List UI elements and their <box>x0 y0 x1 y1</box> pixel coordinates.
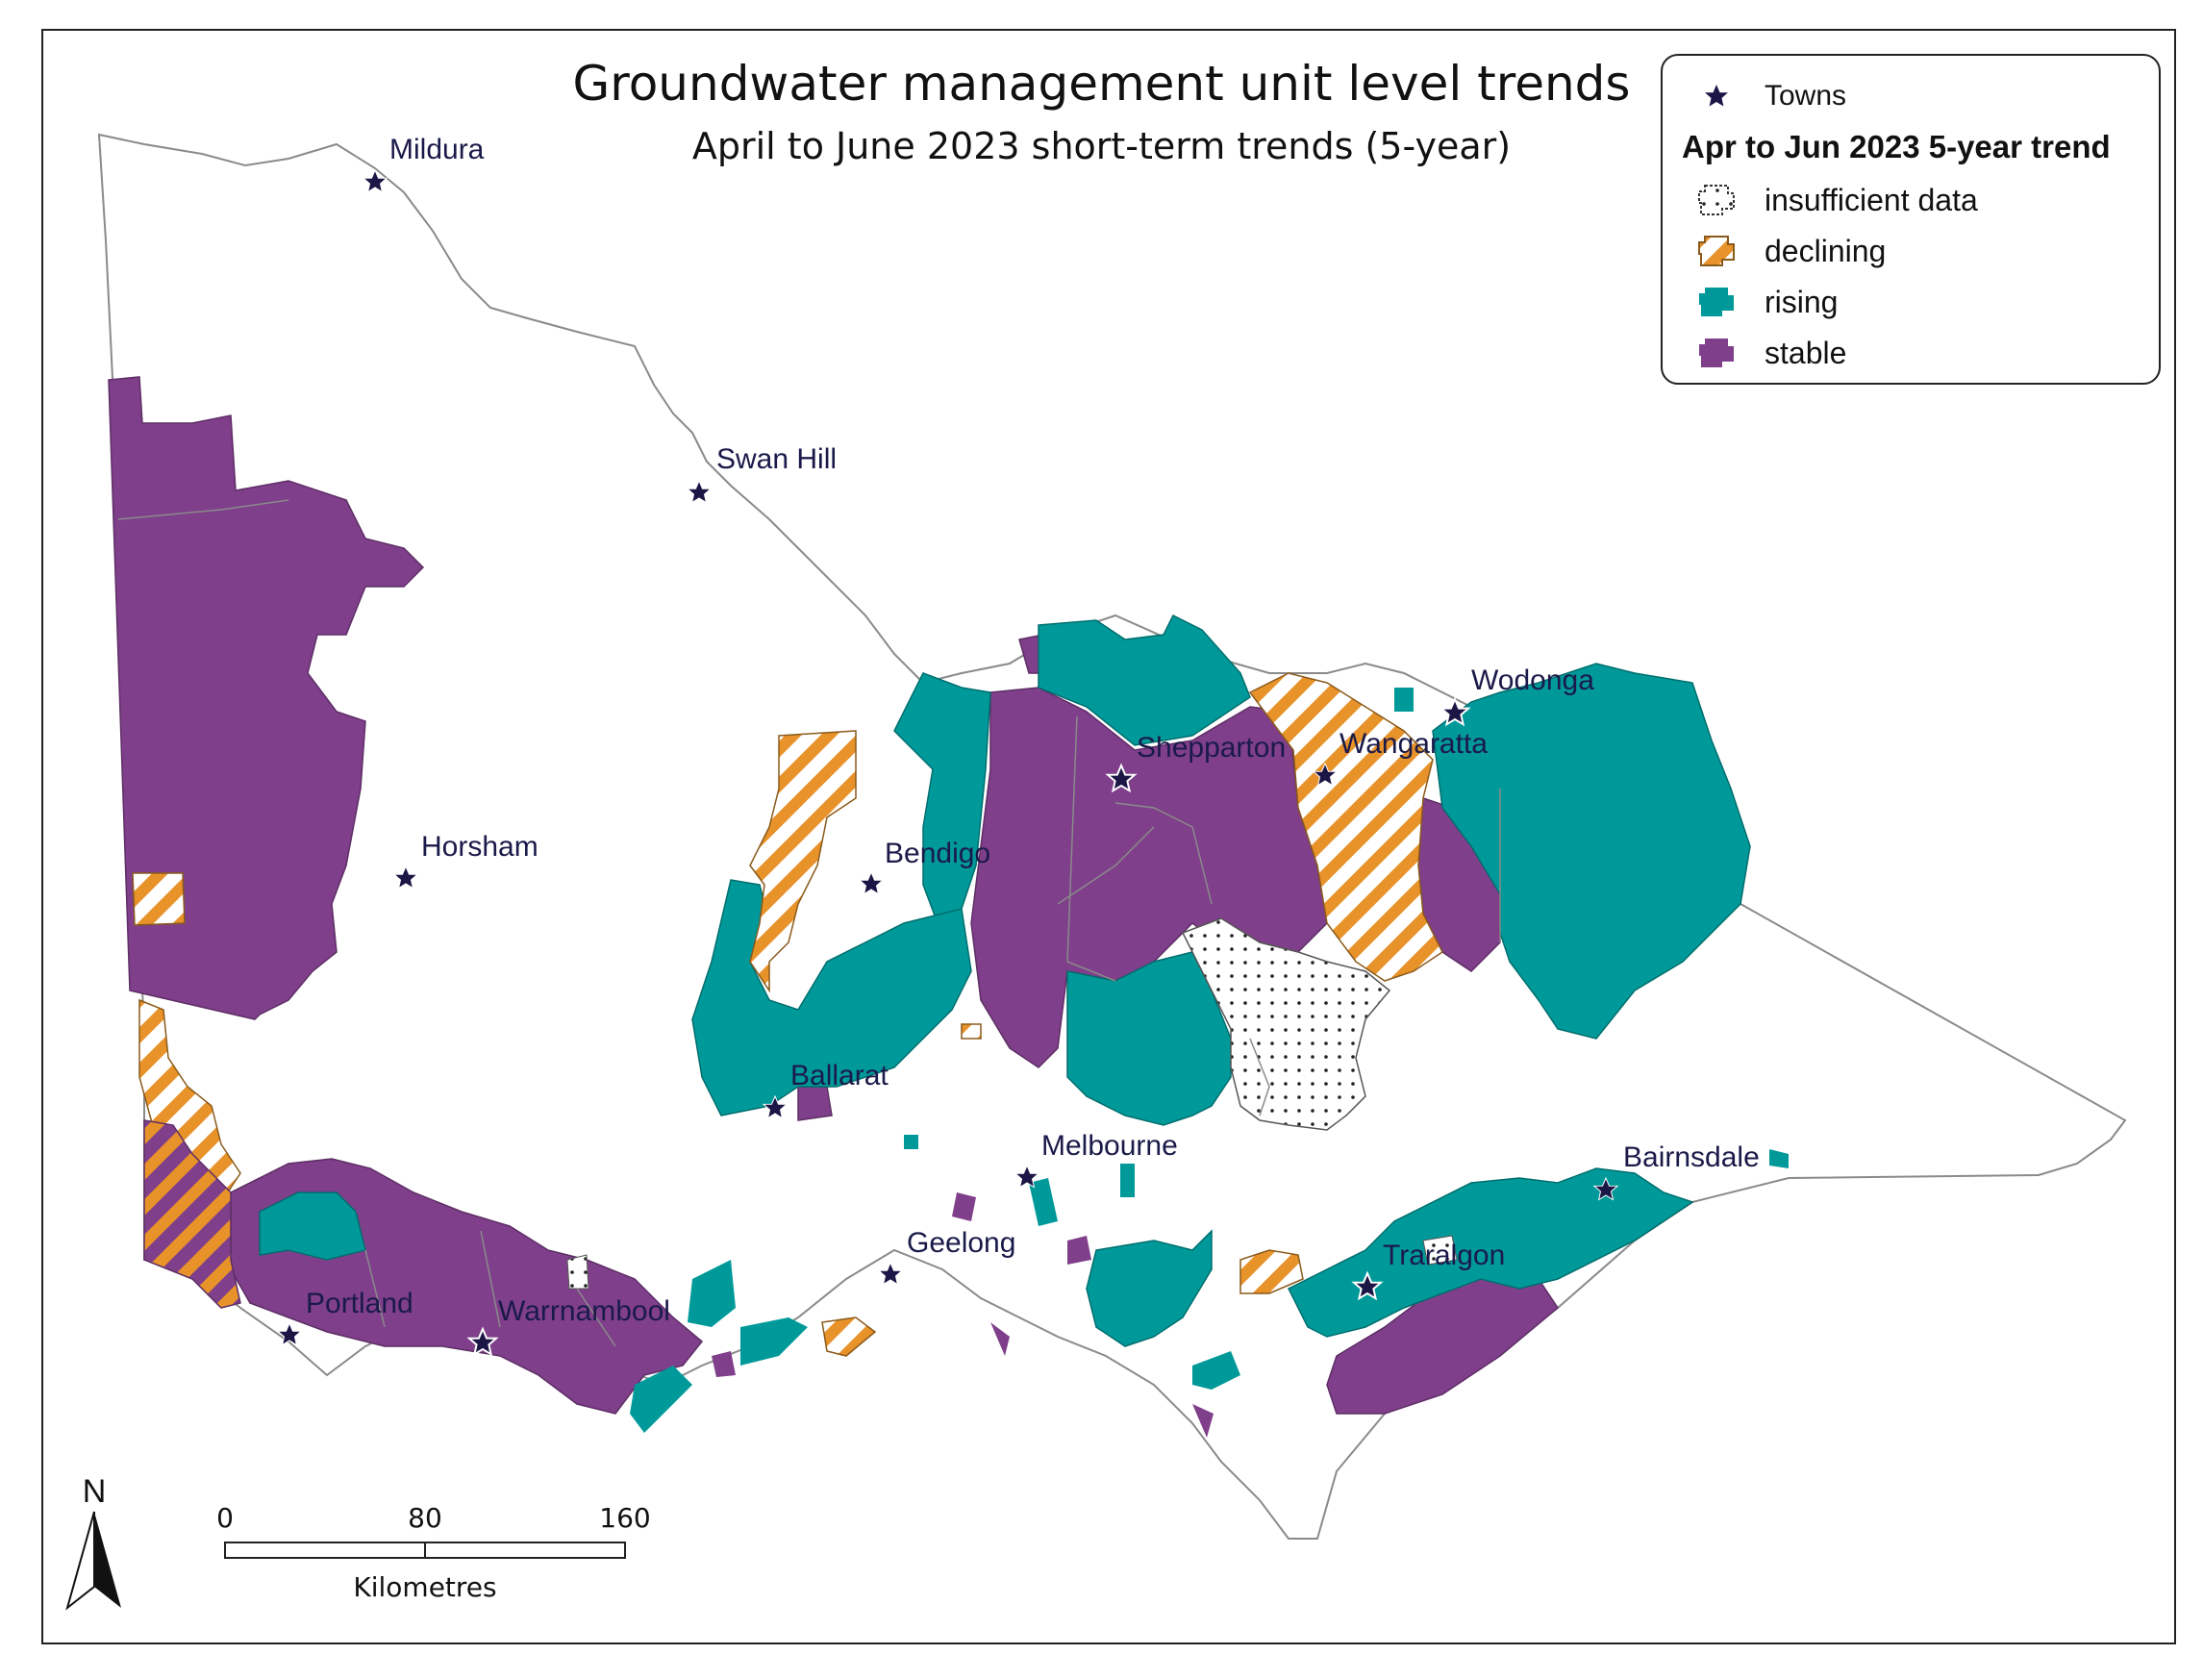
region-rising-wodonga-small <box>1394 688 1414 712</box>
map-subtitle: April to June 2023 short-term trends (5-… <box>691 125 1512 167</box>
region-rising-north <box>1038 614 1251 746</box>
town-label-shepparton: Shepparton <box>1137 732 1286 764</box>
legend-row-stable: stable <box>1697 334 1846 372</box>
legend-row-rising: rising <box>1697 283 1838 321</box>
town-star-wangaratta <box>1312 762 1339 787</box>
town-label-bairnsdale: Bairnsdale <box>1623 1141 1760 1173</box>
town-star-horsham <box>392 865 419 890</box>
region-rising-westernport <box>1086 1229 1213 1347</box>
map-frame <box>41 29 2176 1644</box>
legend-swatch-rising <box>1699 288 1734 316</box>
town-label-warrnambool: Warrnambool <box>498 1295 670 1327</box>
region-rising-ballarat-small <box>904 1135 918 1149</box>
town-star-bairnsdale <box>1592 1176 1619 1201</box>
legend-label-stable: stable <box>1765 335 1847 370</box>
town-markers: Mildura Swan Hill Horsham Bendigo Sheppa… <box>276 134 1760 1357</box>
boundary-lines <box>117 499 1501 1347</box>
legend-heading: Apr to Jun 2023 5-year trend <box>1682 129 2111 164</box>
town-star-ballarat <box>762 1094 789 1119</box>
town-star-geelong <box>877 1261 904 1286</box>
legend-row-declining: declining <box>1697 232 1886 270</box>
scale-tick-80: 80 <box>408 1502 442 1534</box>
town-star-bendigo <box>858 870 885 895</box>
legend-label-rising: rising <box>1765 284 1839 319</box>
region-declining-wangaratta <box>1248 672 1443 982</box>
town-star-mildura <box>362 168 388 193</box>
scale-unit: Kilometres <box>353 1571 496 1603</box>
town-star-warrnambool <box>466 1326 499 1357</box>
legend-row-towns: Towns <box>1697 77 1846 115</box>
town-label-horsham: Horsham <box>421 831 538 863</box>
town-label-mildura: Mildura <box>389 134 485 165</box>
region-rising-loddon <box>691 879 972 1116</box>
region-insufficient-data-small-1 <box>566 1254 589 1290</box>
region-stable-west <box>108 376 425 1020</box>
region-stable-ballarat <box>797 1086 833 1121</box>
region-stable-small-1 <box>952 1192 976 1221</box>
region-rising-bairnsdale-small <box>1769 1149 1789 1168</box>
legend: Towns Apr to Jun 2023 5-year trend insuf… <box>1661 54 2161 385</box>
scale-tick-160: 160 <box>599 1502 650 1534</box>
region-rising-corangamite-2 <box>740 1317 808 1366</box>
region-rising-central-south <box>1066 951 1232 1126</box>
region-declining-southwest <box>143 1119 241 1309</box>
town-label-melbourne: Melbourne <box>1041 1130 1178 1162</box>
region-declining-horsham-small <box>132 872 186 926</box>
region-declining-small <box>961 1023 982 1040</box>
region-rising-gippsland <box>1287 1167 1694 1338</box>
town-star-traralgon <box>1351 1270 1384 1301</box>
town-star-shepparton <box>1105 763 1138 793</box>
region-stable-small-2 <box>1067 1236 1091 1265</box>
region-insufficient-data-east <box>1181 917 1391 1131</box>
scale-bar: 0 80 160 Kilometres <box>216 1502 651 1603</box>
legend-star-icon <box>1705 85 1728 107</box>
legend-swatch-insufficient <box>1698 185 1735 215</box>
region-rising-melb-east <box>1029 1178 1058 1226</box>
town-label-portland: Portland <box>306 1288 413 1319</box>
region-rising-otway <box>630 1366 692 1433</box>
region-rising-phillip-island <box>1192 1351 1240 1390</box>
scale-tick-0: 0 <box>216 1502 234 1534</box>
region-insufficient-data-small-2 <box>1422 1235 1458 1266</box>
legend-swatch-declining <box>1698 236 1735 266</box>
town-label-ballarat: Ballarat <box>790 1060 889 1091</box>
region-declining-bendigo <box>749 730 857 993</box>
region-stable-small-3 <box>712 1351 736 1377</box>
town-star-portland <box>276 1321 303 1346</box>
north-label: N <box>83 1473 107 1510</box>
map-title: Groundwater management unit level trends <box>572 56 1631 112</box>
legend-swatch-stable <box>1699 339 1734 367</box>
town-label-wodonga: Wodonga <box>1471 664 1594 696</box>
region-stable-small-4 <box>1192 1404 1214 1438</box>
region-rising-corangamite-1 <box>688 1260 736 1327</box>
region-stable-small-5 <box>990 1322 1010 1356</box>
legend-label-declining: declining <box>1765 233 1887 268</box>
town-label-bendigo: Bendigo <box>885 838 990 869</box>
town-label-traralgon: Traralgon <box>1383 1240 1505 1271</box>
region-declining-geelong <box>821 1316 877 1357</box>
north-arrow: N <box>65 1473 121 1611</box>
town-label-wangaratta: Wangaratta <box>1339 728 1488 760</box>
legend-row-insufficient-data: insufficient data <box>1697 181 1978 219</box>
town-star-wodonga <box>1439 696 1471 727</box>
town-label-swan-hill: Swan Hill <box>716 443 837 475</box>
north-arrow-right <box>94 1512 121 1608</box>
legend-towns-label: Towns <box>1765 80 1847 112</box>
town-star-swan-hill <box>686 479 713 504</box>
town-label-geelong: Geelong <box>907 1227 1015 1259</box>
north-arrow-left <box>65 1511 95 1611</box>
legend-label-insufficient: insufficient data <box>1765 182 1978 217</box>
region-rising-melb-small <box>1120 1164 1135 1197</box>
region-declining-latrobe <box>1239 1249 1304 1294</box>
town-star-melbourne <box>1014 1164 1040 1189</box>
